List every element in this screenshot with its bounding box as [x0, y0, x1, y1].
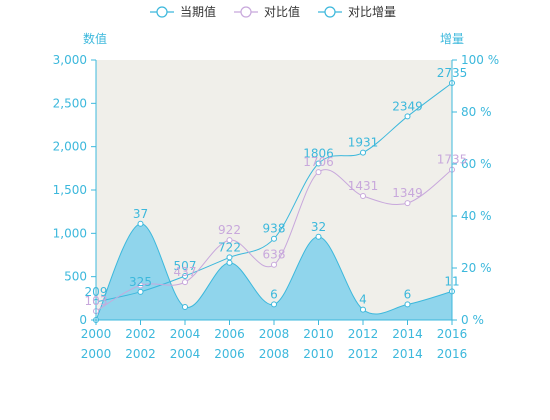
data-label: 2349 — [392, 99, 423, 113]
data-label: 1431 — [348, 179, 379, 193]
data-label: 32 — [311, 220, 326, 234]
legend-label: 当期值 — [180, 4, 216, 19]
x-tick-label: 2000 — [81, 327, 112, 341]
data-point[interactable] — [182, 279, 188, 286]
legend-marker-icon — [240, 6, 252, 18]
y-left-tick-label: 2,500 — [53, 96, 87, 110]
data-point[interactable] — [315, 169, 322, 176]
data-label: 1931 — [348, 136, 379, 150]
y-right-tick-label: 100 % — [461, 53, 499, 67]
data-label: 1806 — [303, 146, 334, 160]
data-label: 922 — [218, 223, 241, 237]
data-point[interactable] — [182, 273, 188, 280]
x-tick-label-secondary: 2010 — [303, 347, 334, 361]
x-tick-label: 2014 — [392, 327, 423, 341]
y-left-tick-label: 3,000 — [53, 53, 87, 67]
y-left-tick-label: 1,000 — [53, 226, 87, 240]
legend-marker-icon — [324, 6, 336, 18]
x-tick-label-secondary: 2006 — [214, 347, 245, 361]
y-left-axis-title: 数值 — [83, 31, 107, 46]
legend-item-1[interactable]: 当期值 — [150, 4, 216, 19]
data-point[interactable] — [404, 200, 411, 207]
y-left-tick-label: 500 — [64, 270, 87, 284]
x-tick-label-secondary: 2002 — [125, 347, 156, 361]
legend-label: 对比值 — [264, 4, 300, 19]
data-label: 37 — [133, 207, 148, 221]
legend-label: 对比增量 — [348, 5, 396, 19]
data-label: 938 — [263, 222, 286, 236]
area-layer — [95, 223, 453, 321]
data-label: 437 — [174, 265, 197, 279]
y-right-tick-label: 0 % — [461, 313, 484, 327]
data-label: 507 — [174, 259, 197, 273]
x-tick-label-secondary: 2008 — [259, 347, 290, 361]
x-tick-label-secondary: 2000 — [81, 347, 112, 361]
x-tick-label-secondary: 2012 — [348, 347, 379, 361]
y-right-tick-label: 40 % — [461, 209, 492, 223]
data-label: 6 — [270, 287, 278, 301]
x-tick-label: 2004 — [170, 327, 201, 341]
data-label: 4 — [359, 293, 367, 307]
data-point[interactable] — [360, 306, 366, 313]
axes-layer: 0 500 1,000 1,500 2,000 2,500 3,000 0 % 20 % 40 %… — [53, 53, 499, 361]
data-point[interactable] — [182, 304, 188, 310]
data-label: 1706 — [303, 155, 334, 169]
x-tick-label: 2002 — [125, 327, 156, 341]
data-label: 722 — [218, 240, 241, 254]
data-point[interactable] — [137, 288, 144, 295]
y-right-tick-label: 20 % — [461, 261, 492, 275]
legend[interactable]: 当期值 对比值 对比增量 — [150, 4, 396, 19]
series-area-line — [95, 223, 453, 321]
labels-layer: 2093255077229381806193123492735103437922… — [85, 66, 468, 308]
y-left-tick-label: 0 — [79, 313, 87, 327]
series-area-fill — [96, 223, 452, 320]
x-tick-label: 2008 — [259, 327, 290, 341]
data-point[interactable] — [137, 220, 144, 227]
y-right-tick-label: 80 % — [461, 105, 492, 119]
data-point[interactable] — [226, 259, 233, 266]
data-point[interactable] — [271, 301, 277, 308]
data-point[interactable] — [137, 282, 144, 289]
x-tick-label: 2012 — [348, 327, 379, 341]
legend-marker-icon — [156, 6, 168, 18]
data-label: 6 — [404, 287, 412, 301]
x-tick-label-secondary: 2016 — [437, 347, 468, 361]
data-label: 325 — [129, 275, 152, 289]
data-point[interactable] — [271, 235, 277, 242]
y-left-tick-label: 1,500 — [53, 183, 87, 197]
data-label: 11 — [444, 274, 459, 288]
y-right-tick-label: 60 % — [461, 157, 492, 171]
data-point[interactable] — [404, 301, 411, 308]
data-point[interactable] — [404, 113, 411, 120]
data-point[interactable] — [360, 192, 366, 199]
x-tick-label: 2016 — [437, 327, 468, 341]
y-right-axis-title: 增量 — [440, 32, 464, 46]
line-layer — [93, 79, 455, 323]
x-tick-label-secondary: 2014 — [392, 347, 423, 361]
data-point[interactable] — [360, 149, 366, 156]
data-label: 209 — [85, 285, 108, 299]
legend-item-3[interactable]: 对比增量 — [318, 5, 396, 19]
y-left-tick-label: 2,000 — [53, 140, 87, 154]
data-point[interactable] — [271, 261, 277, 268]
data-point[interactable] — [315, 233, 322, 240]
data-label: 638 — [263, 248, 286, 262]
data-label: 1349 — [392, 186, 423, 200]
x-tick-label: 2006 — [214, 327, 245, 341]
legend-item-2[interactable]: 对比值 — [234, 4, 300, 19]
data-label: 1735 — [437, 153, 468, 167]
data-label: 2735 — [437, 66, 468, 80]
data-point[interactable] — [315, 160, 322, 167]
x-tick-label: 2010 — [303, 327, 334, 341]
data-point[interactable] — [226, 237, 233, 244]
data-label: 103 — [85, 294, 108, 308]
x-tick-label-secondary: 2004 — [170, 347, 201, 361]
data-point[interactable] — [226, 254, 233, 261]
